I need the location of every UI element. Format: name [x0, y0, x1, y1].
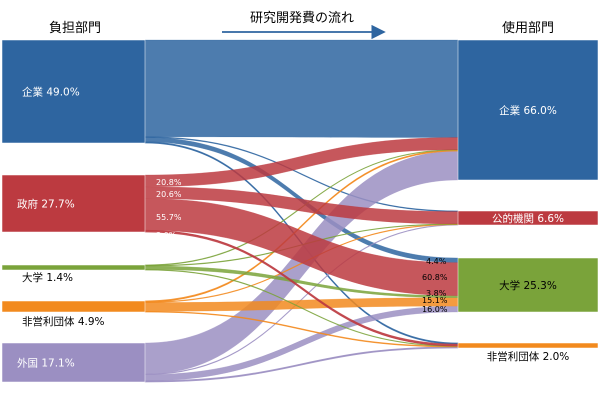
flow-annotation-gov-pub: 20.6% — [156, 190, 182, 199]
right-heading: 使用部門 — [502, 20, 554, 36]
flow-annotations: 20.8% 20.6% 55.7% 3.0% 4.4% 60.8% 3.8%15.1%16.… — [156, 178, 448, 314]
target-label-pub: 公的機関 6.6% — [492, 212, 564, 225]
source-label-npo: 非営利団体 4.9% — [22, 315, 105, 328]
source-node-univ — [1, 264, 146, 271]
flow-annotation-univ-npo: 15.1% — [422, 296, 448, 305]
source-node-for — [1, 342, 146, 383]
target-node-corp — [457, 39, 599, 181]
source-node-corp — [1, 39, 146, 144]
source-label-univ: 大学 1.4% — [22, 271, 73, 284]
nodes — [1, 39, 599, 383]
flow-heading: 研究開発費の流れ — [250, 11, 354, 26]
left-heading: 負担部門 — [49, 21, 101, 36]
target-label-corp: 企業 66.0% — [499, 104, 557, 117]
flow-corp-to-corp — [144, 39, 459, 138]
source-label-corp: 企業 49.0% — [22, 86, 80, 99]
source-node-npo — [1, 300, 146, 313]
flow-links — [144, 39, 459, 383]
flow-annotation-gov-npo: 3.0% — [156, 231, 177, 240]
target-node-npo — [457, 342, 599, 349]
flow-annotation-univ-gov: 60.8% — [422, 273, 448, 282]
flow-annotation-univ-univ: 3.8% — [426, 289, 447, 298]
flow-annotation-gov-corp: 20.8% — [156, 178, 182, 187]
source-label-for: 外国 17.1% — [17, 358, 75, 370]
node-labels: 企業 49.0% 政府 27.7% 大学 1.4% 非営利団体 4.9% 外国 17.1… — [17, 86, 569, 370]
flow-annotation-gov-univ: 55.7% — [156, 213, 182, 222]
source-node-gov — [1, 174, 146, 233]
target-label-npo: 非営利団体 2.0% — [487, 350, 570, 363]
target-node-univ — [457, 257, 599, 313]
target-node-pub — [457, 210, 599, 226]
flow-annotation-univ-for: 16.0% — [422, 305, 448, 314]
target-label-univ: 大学 25.3% — [499, 279, 557, 292]
flow-annotation-univ-corp: 4.4% — [426, 257, 447, 266]
source-label-gov: 政府 27.7% — [17, 198, 75, 211]
